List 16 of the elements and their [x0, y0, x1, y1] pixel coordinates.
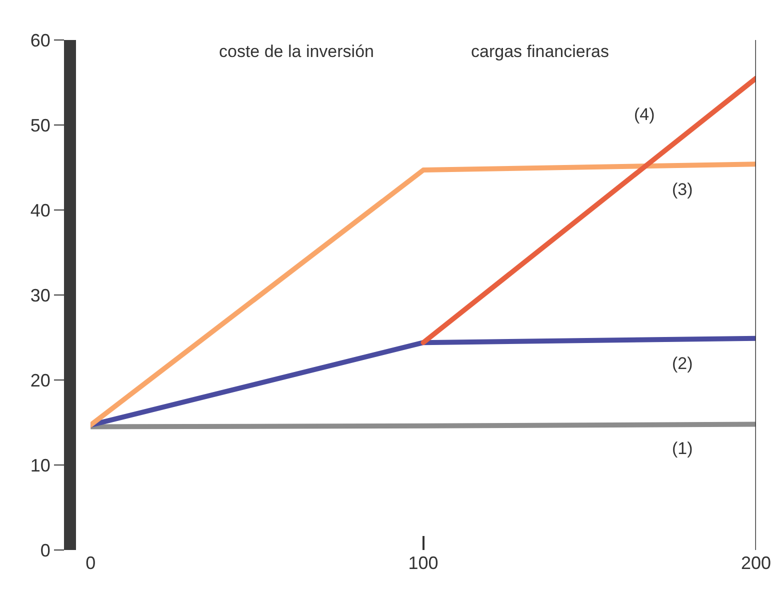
- y-tick-label: 60: [30, 30, 50, 50]
- x-tick-label: 200: [740, 553, 772, 573]
- annotation: coste de la inversión: [219, 42, 374, 61]
- series-label: (3): [672, 180, 693, 199]
- y-tick-label: 20: [30, 370, 50, 390]
- annotation: cargas financieras: [471, 42, 609, 61]
- y-tick-label: 40: [30, 200, 50, 220]
- y-tick-label: 50: [30, 115, 50, 136]
- x-tick-label: 0: [86, 553, 96, 573]
- y-tick-label: 30: [30, 285, 50, 306]
- x-tick-label: 100: [408, 553, 438, 573]
- y-tick-label: 10: [30, 455, 50, 476]
- y-tick-label: 0: [40, 540, 50, 560]
- series-label: (4): [634, 105, 655, 124]
- series-label: (2): [672, 354, 693, 373]
- series-label: (1): [672, 439, 693, 458]
